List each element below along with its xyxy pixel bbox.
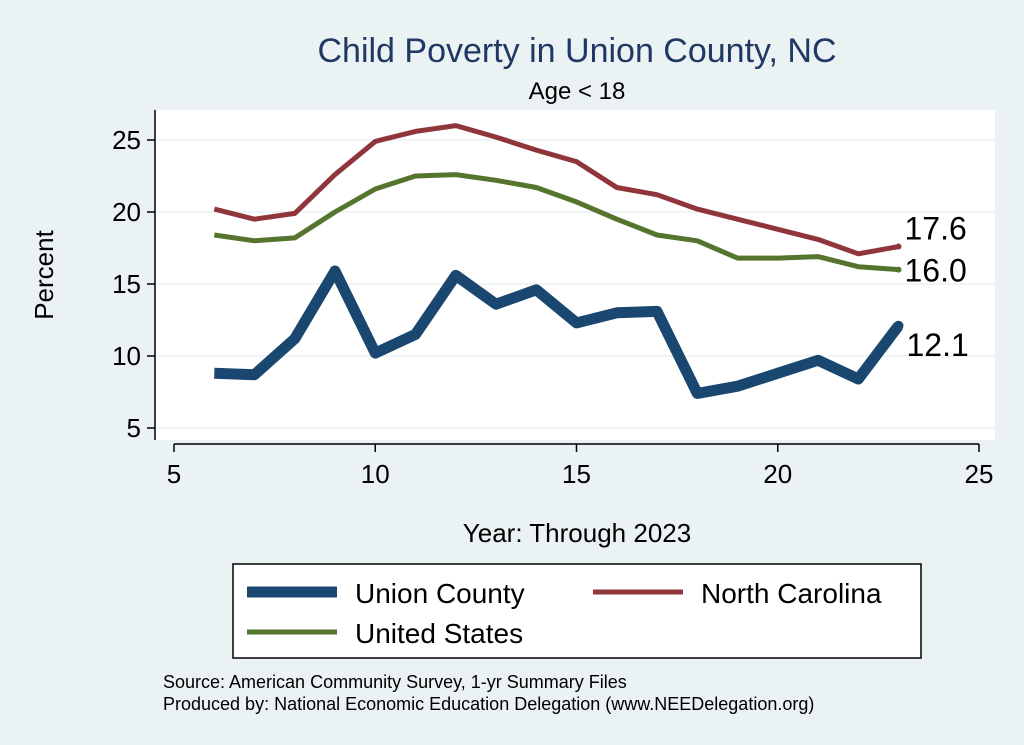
y-tick-label: 10	[112, 341, 141, 371]
x-tick-label: 15	[562, 459, 591, 489]
x-tick-label: 20	[763, 459, 792, 489]
legend-label-union-county: Union County	[355, 578, 525, 609]
x-axis-label: Year: Through 2023	[463, 518, 691, 548]
legend: Union County North Carolina United State…	[232, 563, 922, 659]
end-label-north-carolina: 17.6	[905, 211, 967, 247]
source-note: Source: American Community Survey, 1-yr …	[163, 672, 627, 692]
series-line-united-states	[213, 172, 899, 273]
chart-subtitle: Age < 18	[529, 78, 626, 105]
y-tick-label: 15	[112, 269, 141, 299]
axes: 5 10 15 20 25 5 10 15 20 25	[112, 110, 993, 489]
x-tick-label: 25	[965, 459, 994, 489]
series-line-union-county	[214, 265, 903, 399]
legend-label-north-carolina: North Carolina	[701, 578, 882, 609]
series-line-north-carolina	[213, 123, 899, 257]
end-labels: 16.0 17.6 12.1	[893, 211, 969, 363]
producer-note: Produced by: National Economic Education…	[163, 694, 814, 714]
end-label-union-county: 12.1	[907, 327, 969, 363]
plot-area	[155, 110, 995, 440]
y-axis-label: Percent	[29, 229, 59, 319]
series-lines	[213, 123, 903, 399]
y-tick-label: 25	[112, 125, 141, 155]
legend-label-united-states: United States	[355, 618, 523, 649]
end-marker	[895, 266, 902, 273]
y-tick-label: 5	[127, 413, 141, 443]
x-tick-label: 5	[167, 459, 181, 489]
chart-title: Child Poverty in Union County, NC	[317, 32, 836, 70]
end-marker	[895, 243, 902, 250]
y-tick-label: 20	[112, 197, 141, 227]
end-marker	[893, 320, 904, 331]
x-tick-label: 10	[361, 459, 390, 489]
end-label-united-states: 16.0	[905, 253, 967, 289]
legend-box	[232, 563, 922, 659]
